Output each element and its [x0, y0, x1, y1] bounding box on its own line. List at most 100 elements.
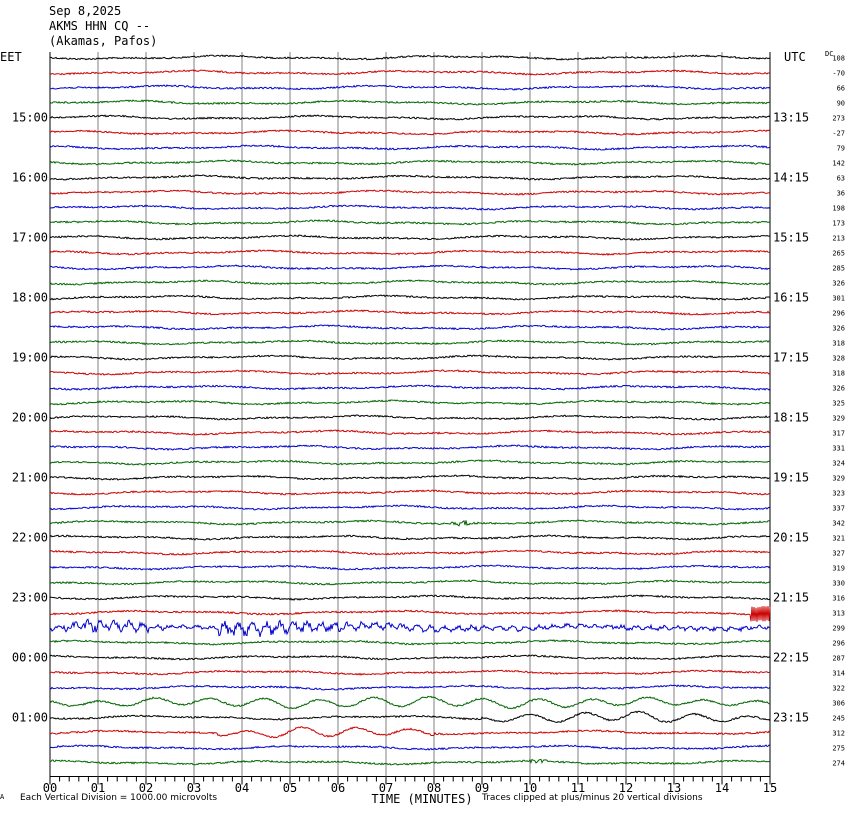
x-tick-label: 01 — [91, 781, 105, 795]
x-tick-label: 10 — [523, 781, 537, 795]
right-hour-label: 15:15 — [773, 231, 809, 245]
trace-line — [49, 219, 771, 226]
dc-offset-label: 318 — [832, 370, 845, 378]
left-hour-label: 17:00 — [12, 231, 48, 245]
trace-line — [49, 504, 771, 511]
trace-line — [49, 264, 770, 271]
trace-line — [49, 99, 771, 106]
trace-line — [49, 369, 771, 376]
left-hour-label: 19:00 — [12, 351, 48, 365]
x-tick-label: 07 — [379, 781, 393, 795]
dc-offset-label: 108 — [832, 55, 845, 63]
trace-line — [49, 534, 771, 541]
trace-line — [49, 324, 771, 331]
dc-offset-label: -27 — [832, 130, 845, 138]
dc-offset-label: 306 — [832, 700, 845, 708]
left-hour-label: 01:00 — [12, 711, 48, 725]
corner-mark: A — [0, 793, 5, 801]
left-hour-label: 00:00 — [12, 651, 48, 665]
trace-line — [49, 429, 771, 436]
x-tick-label: 12 — [619, 781, 633, 795]
x-tick-label: 05 — [283, 781, 297, 795]
dc-offset-label: -70 — [832, 70, 845, 78]
dc-offset-label: 323 — [832, 490, 845, 498]
dc-offset-label: 275 — [832, 745, 845, 753]
left-hour-label: 22:00 — [12, 531, 48, 545]
trace-line — [49, 189, 771, 196]
dc-offset-label: 245 — [832, 715, 845, 723]
dc-offset-label: 316 — [832, 595, 845, 603]
left-hour-label: 18:00 — [12, 291, 48, 305]
dc-offset-label: 317 — [832, 430, 845, 438]
dc-offset-label: 318 — [832, 340, 845, 348]
dc-offset-label: 90 — [837, 100, 845, 108]
trace-line — [49, 69, 771, 76]
trace-line — [49, 695, 771, 710]
x-tick-label: 06 — [331, 781, 345, 795]
trace-line — [49, 354, 771, 361]
trace-line — [49, 744, 771, 751]
left-axis-caption: EET — [0, 50, 22, 64]
dc-offset-label: 342 — [832, 520, 845, 528]
right-hour-label: 23:15 — [773, 711, 809, 725]
dc-offset-label: 299 — [832, 625, 845, 633]
trace-line — [49, 279, 771, 286]
dc-offset-label: 322 — [832, 685, 845, 693]
trace-line — [49, 234, 771, 241]
x-tick-label: 02 — [139, 781, 153, 795]
trace-line — [49, 684, 771, 691]
dc-offset-label: 285 — [832, 265, 845, 273]
trace-line — [49, 726, 771, 739]
dc-offset-label: 314 — [832, 670, 845, 678]
dc-offset-label: 326 — [832, 385, 845, 393]
right-hour-label: 16:15 — [773, 291, 809, 305]
right-hour-label: 22:15 — [773, 651, 809, 665]
trace-line — [49, 618, 771, 638]
dc-offset-label: 296 — [832, 640, 845, 648]
x-tick-label: 11 — [571, 781, 585, 795]
x-tick-label: 14 — [715, 781, 729, 795]
trace-line — [49, 114, 771, 121]
dc-offset-label: 327 — [832, 550, 845, 558]
trace-line — [49, 579, 771, 586]
dc-offset-label: 273 — [832, 115, 845, 123]
trace-line — [49, 249, 771, 256]
dc-offset-label: 329 — [832, 475, 845, 483]
trace-line — [49, 594, 771, 601]
dc-offset-label: 173 — [832, 220, 845, 228]
dc-offset-label: 296 — [832, 310, 845, 318]
dc-offset-label: 328 — [832, 355, 845, 363]
trace-line — [49, 758, 771, 766]
trace-line — [49, 54, 771, 61]
x-tick-label: 04 — [235, 781, 249, 795]
scale-note: Each Vertical Division = 1000.00 microvo… — [20, 793, 218, 803]
trace-line — [49, 309, 771, 316]
dc-offset-label: 213 — [832, 235, 845, 243]
trace-line — [49, 144, 771, 151]
trace-line — [49, 606, 771, 622]
dc-offset-label: 325 — [832, 400, 845, 408]
dc-offset-label: 66 — [837, 85, 845, 93]
date-label: Sep 8,2025 — [49, 4, 122, 18]
dc-offset-label: 142 — [832, 160, 845, 168]
trace-line — [49, 84, 771, 91]
trace-line — [49, 414, 771, 421]
trace-line — [49, 444, 771, 451]
right-hour-label: 17:15 — [773, 351, 809, 365]
trace-line — [49, 159, 771, 166]
trace-line — [49, 204, 771, 211]
left-hour-label: 21:00 — [12, 471, 48, 485]
station-label: AKMS HHN CQ -- — [49, 19, 151, 33]
dc-offset-label: 326 — [832, 280, 845, 288]
dc-offset-label: 329 — [832, 415, 845, 423]
trace-line — [49, 489, 771, 496]
dc-offset-label: 331 — [832, 445, 845, 453]
trace-line — [49, 174, 771, 181]
left-hour-label: 16:00 — [12, 171, 48, 185]
dc-offset-label: 79 — [837, 145, 845, 153]
x-tick-label: 15 — [763, 781, 777, 795]
right-hour-label: 13:15 — [773, 111, 809, 125]
x-tick-label: 09 — [475, 781, 489, 795]
right-hour-label: 21:15 — [773, 591, 809, 605]
